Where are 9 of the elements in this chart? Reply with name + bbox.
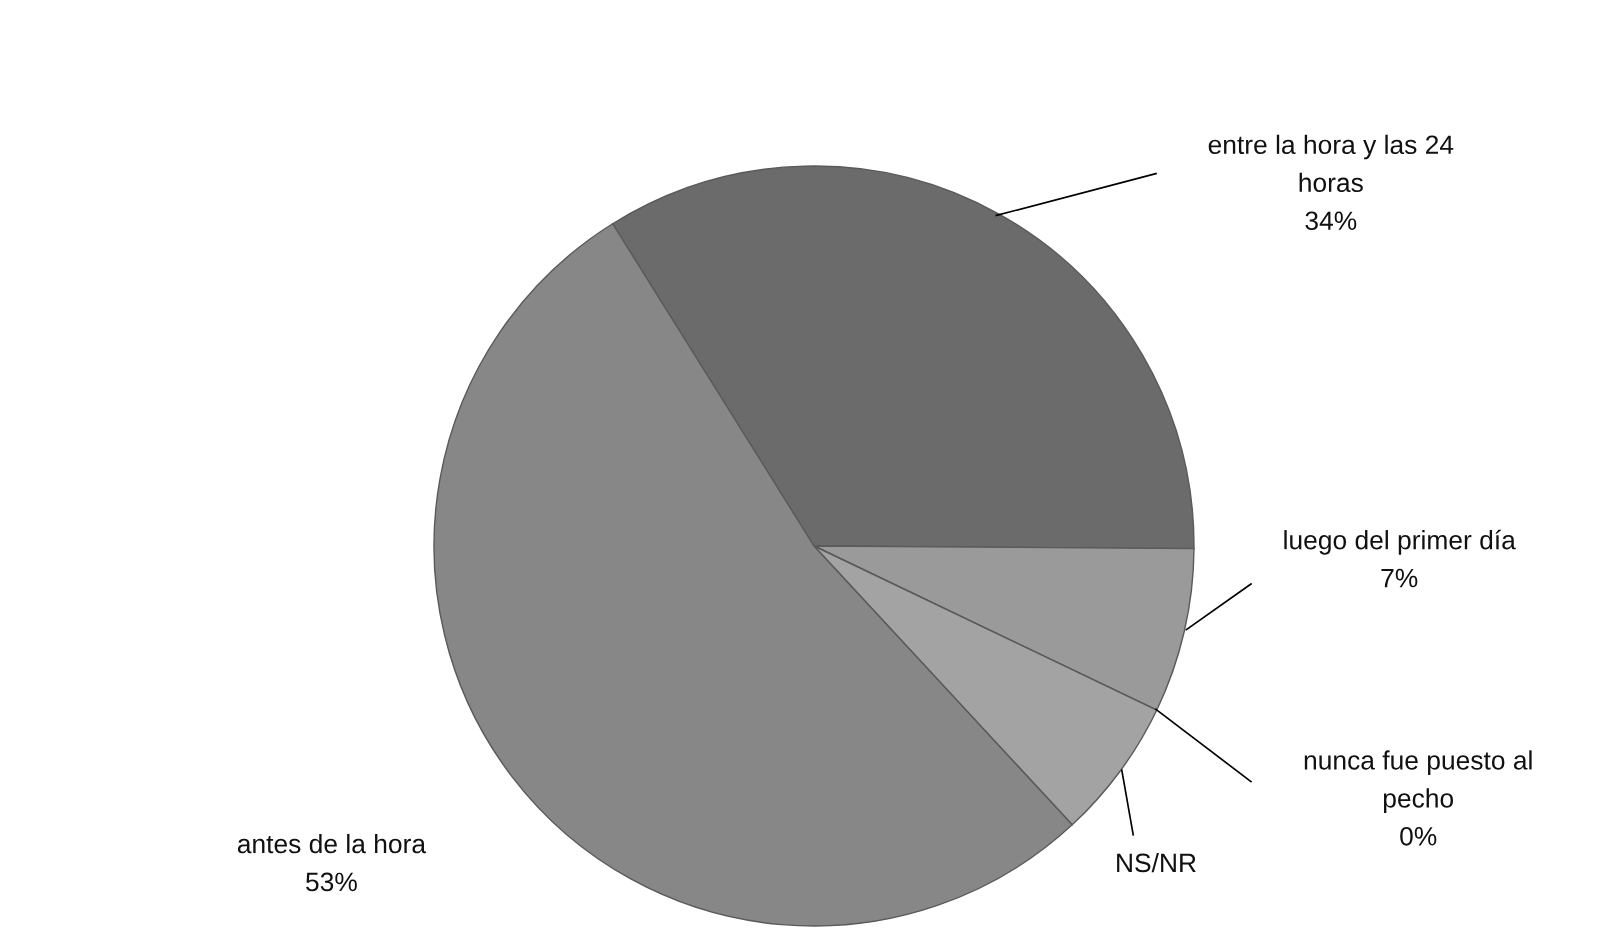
data-label: 53% <box>306 872 357 892</box>
data-label: 7% <box>1381 568 1418 588</box>
slice-label: NS/NR <box>1117 852 1196 873</box>
category-label: nunca fue puesto al pecho <box>1304 750 1532 813</box>
data-label: 34% <box>1305 211 1357 231</box>
slice-label: entre la hora y las 24 horas <box>1208 134 1454 193</box>
text: 0% <box>1400 826 1437 846</box>
slice-label: luego del primer día <box>1284 529 1516 555</box>
slice-label: antes de la hora <box>237 833 427 854</box>
